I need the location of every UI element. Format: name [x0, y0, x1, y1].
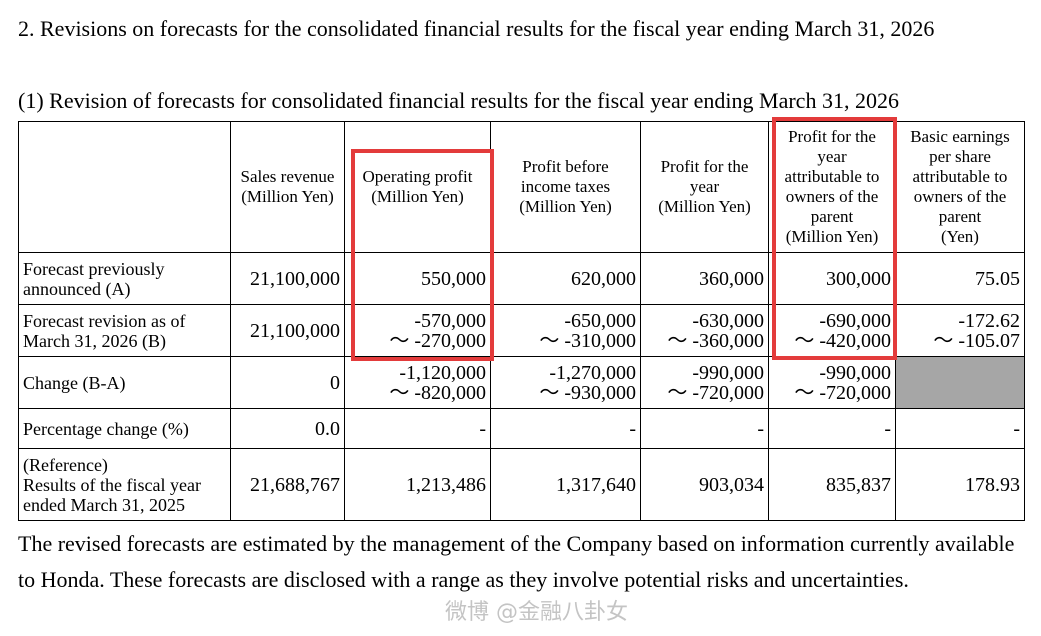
row-label: Forecast revision as of March 31, 2026 (B…: [18, 304, 231, 357]
cell-profit-attributable: -990,000 ～ -720,000: [768, 356, 896, 409]
row-label: Change (B-A): [18, 356, 231, 409]
cell-profit-before-taxes: -1,270,000 ～ -930,000: [490, 356, 641, 409]
row-forecast-revision: Forecast revision as of March 31, 2026 (B…: [18, 304, 1025, 357]
header-profit-before-taxes: Profit before income taxes (Million Yen): [490, 121, 641, 253]
cell-profit-before-taxes: 1,317,640: [490, 448, 641, 521]
row-label: Forecast previously announced (A): [18, 252, 231, 305]
header-profit-for-year: Profit for the year (Million Yen): [640, 121, 769, 253]
row-reference-results: (Reference) Results of the fiscal year end…: [18, 448, 1025, 521]
header-sales-revenue: Sales revenue (Million Yen): [230, 121, 345, 253]
cell-operating-profit: -1,120,000 ～ -820,000: [344, 356, 491, 409]
forecast-table: Sales revenue (Million Yen) Operating pro…: [18, 121, 1025, 521]
cell-eps: -: [895, 408, 1025, 449]
header-blank: [18, 121, 231, 253]
header-row: Sales revenue (Million Yen) Operating pro…: [18, 121, 1025, 253]
section-heading: 2. Revisions on forecasts for the consol…: [18, 16, 935, 41]
row-percentage-change: Percentage change (%) 0.0- - - - -: [18, 408, 1025, 449]
cell-profit-for-year: -630,000 ～ -360,000: [640, 304, 769, 357]
cell-profit-attributable: 300,000: [768, 252, 896, 305]
cell-sales-revenue: 21,100,000: [230, 304, 345, 357]
cell-profit-for-year: 360,000: [640, 252, 769, 305]
header-operating-profit: Operating profit (Million Yen): [344, 121, 491, 253]
cell-sales-revenue: 21,100,000: [230, 252, 345, 305]
watermark: 微博 @金融八卦女: [445, 600, 628, 625]
row-forecast-previous: Forecast previously announced (A) 21,100,0…: [18, 252, 1025, 305]
disclaimer-note: The revised forecasts are estimated by t…: [18, 531, 1015, 592]
cell-operating-profit: -570,000 ～ -270,000: [344, 304, 491, 357]
cell-profit-for-year: -990,000 ～ -720,000: [640, 356, 769, 409]
cell-sales-revenue: 0: [230, 356, 345, 409]
cell-profit-before-taxes: -650,000 ～ -310,000: [490, 304, 641, 357]
header-profit-attributable: Profit for the year attributable to owners …: [768, 121, 896, 253]
cell-eps-shaded: [895, 356, 1025, 409]
cell-profit-attributable: -: [768, 408, 896, 449]
cell-operating-profit: 1,213,486: [344, 448, 491, 521]
cell-profit-for-year: 903,034: [640, 448, 769, 521]
cell-operating-profit: -: [344, 408, 491, 449]
row-label: (Reference) Results of the fiscal year end…: [18, 448, 231, 521]
cell-profit-attributable: 835,837: [768, 448, 896, 521]
row-label: Percentage change (%): [18, 408, 231, 449]
cell-profit-before-taxes: 620,000: [490, 252, 641, 305]
cell-sales-revenue: 0.0: [230, 408, 345, 449]
cell-operating-profit: 550,000: [344, 252, 491, 305]
cell-eps: 178.93: [895, 448, 1025, 521]
header-eps: Basic earnings per share attributable to ow…: [895, 121, 1025, 253]
cell-sales-revenue: 21,688,767: [230, 448, 345, 521]
cell-profit-before-taxes: -: [490, 408, 641, 449]
cell-eps: -172.62 ～ -105.07: [895, 304, 1025, 357]
row-change: Change (B-A) 0 -1,120,000 ～ -820,000 -1,270,…: [18, 356, 1025, 409]
cell-eps: 75.05: [895, 252, 1025, 305]
cell-profit-attributable: -690,000 ～ -420,000: [768, 304, 896, 357]
subsection-heading: (1) Revision of forecasts for consolidat…: [18, 88, 899, 113]
cell-profit-for-year: -: [640, 408, 769, 449]
